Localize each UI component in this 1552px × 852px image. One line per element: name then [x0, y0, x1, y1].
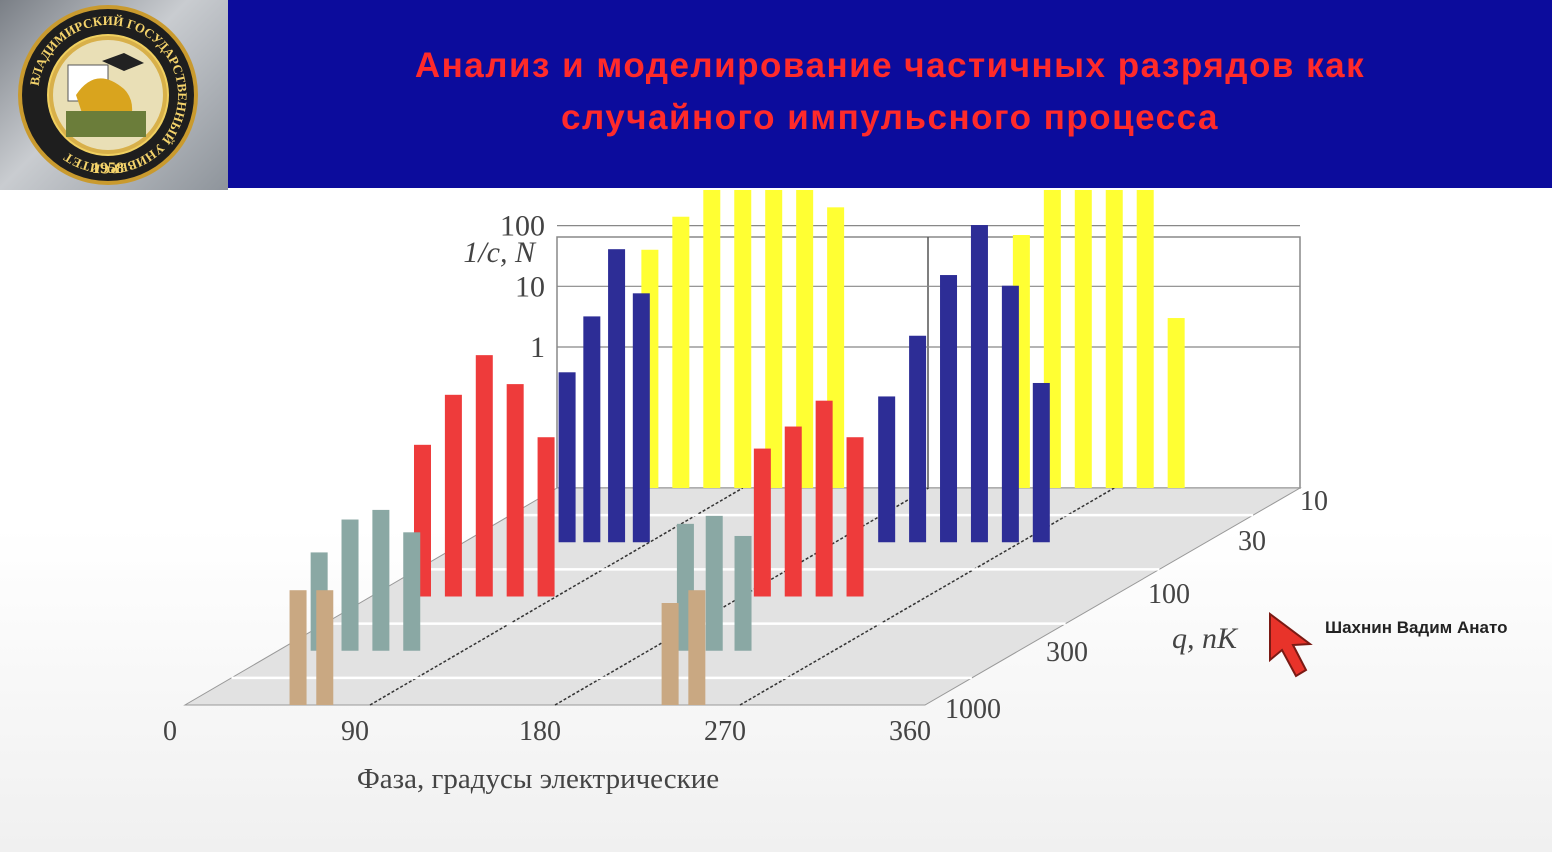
bar [372, 509, 390, 651]
bar [1167, 318, 1185, 488]
x-tick-label: 180 [519, 716, 561, 747]
bar [765, 190, 783, 488]
q-tick-label: 100 [1148, 579, 1190, 610]
bar [289, 590, 307, 705]
bar [796, 190, 814, 488]
bar [734, 190, 752, 489]
y-tick-label: 100 [500, 210, 545, 243]
bar [558, 372, 576, 543]
bar [688, 590, 706, 705]
bar [1032, 382, 1050, 543]
bar [506, 384, 524, 597]
bar3d-chart: 1 10 100 1000 1/с, N 0 90 180 270 360 Фаза, градус… [163, 190, 1328, 795]
bar [1136, 190, 1154, 489]
bar [583, 316, 601, 543]
slide-title: Анализ и моделирование частичных разрядо… [414, 46, 1366, 137]
cursor-arrow-icon [1269, 612, 1313, 678]
bar [475, 355, 493, 597]
bar [1074, 190, 1092, 488]
bar [909, 335, 927, 543]
phase-gridline [369, 487, 744, 706]
bar [661, 603, 679, 705]
chart-bars [289, 190, 1185, 705]
author-label: Шахнин Вадим Анато [1325, 618, 1508, 637]
bar [815, 400, 833, 597]
bar [940, 275, 958, 543]
bar [316, 590, 334, 705]
bar [705, 515, 723, 651]
bar [878, 396, 896, 543]
bar [734, 535, 752, 651]
phase-gridline [739, 487, 1115, 706]
seal-year: 1958 [92, 160, 124, 177]
bar [672, 216, 690, 488]
bar [784, 426, 802, 597]
q-tick-label: 10 [1300, 486, 1328, 517]
bar [444, 394, 462, 597]
bar [632, 293, 650, 543]
bar [703, 190, 721, 489]
bar [970, 225, 988, 543]
chart-walls [556, 225, 1301, 489]
q-tick-label: 30 [1238, 526, 1266, 557]
bar [403, 532, 421, 651]
y-axis-label: 1/с, N [463, 236, 537, 269]
x-tick-label: 270 [704, 716, 746, 747]
y-tick-label: 10 [515, 270, 545, 303]
x-tick-label: 360 [889, 716, 931, 747]
bar [846, 437, 864, 597]
title-band: Анализ и моделирование частичных разрядо… [228, 0, 1552, 188]
university-seal-icon: ВЛАДИМИРСКИЙ ГОСУДАРСТВЕННЫЙ УНИВЕРСИТЕТ… [18, 5, 198, 185]
bar [608, 249, 626, 543]
x-axis-label: Фаза, градусы электрические [357, 763, 719, 795]
bar [1001, 285, 1019, 543]
x-tick-label: 90 [341, 716, 369, 747]
logo-panel: ВЛАДИМИРСКИЙ ГОСУДАРСТВЕННЫЙ УНИВЕРСИТЕТ… [0, 0, 228, 190]
bar [1105, 190, 1123, 488]
q-tick-label: 300 [1046, 637, 1088, 668]
y-tick-label: 1 [530, 331, 545, 364]
bar [753, 448, 771, 597]
bar [341, 519, 359, 651]
q-tick-label: 1000 [945, 694, 1001, 725]
chart-labels: 1 10 100 1000 1/с, N 0 90 180 270 360 Фаза, градус… [163, 210, 1328, 795]
q-axis-label: q, пК [1172, 622, 1239, 655]
x-tick-label: 0 [163, 716, 177, 747]
bar [537, 437, 555, 597]
